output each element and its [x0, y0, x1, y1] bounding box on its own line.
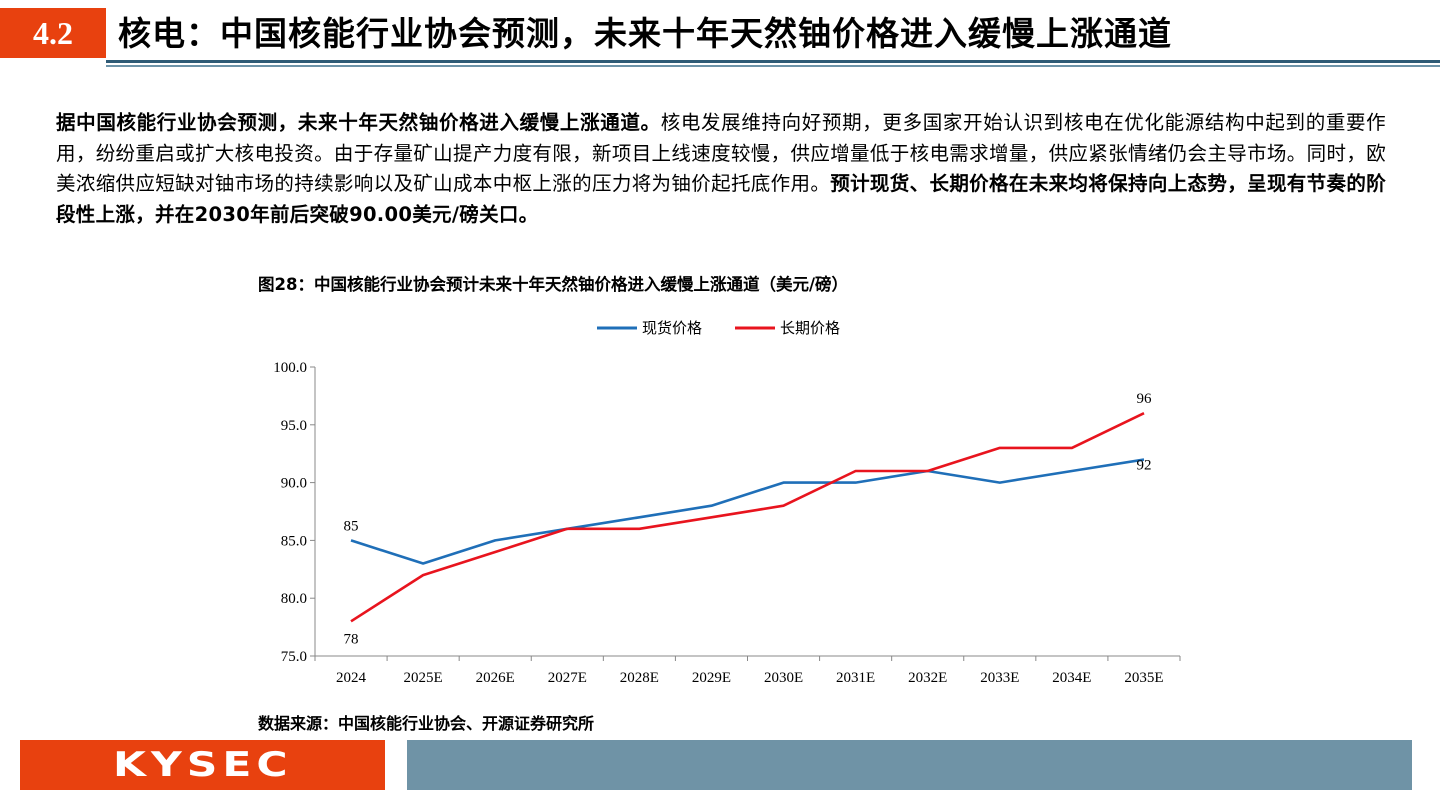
data-source: 数据来源：中国核能行业协会、开源证券研究所: [258, 714, 595, 733]
legend-label: 长期价格: [780, 319, 840, 337]
figure-title: 中国核能行业协会预计未来十年天然铀价格进入缓慢上涨通道（美元/磅）: [313, 275, 848, 294]
y-tick-label: 85.0: [281, 533, 307, 549]
figure-label: 图28：: [258, 275, 314, 294]
uranium-price-chart: 75.0 80.0 85.0 90.0 95.0 100.0 2024 2025E 2026E 2…: [273, 319, 1181, 686]
footer-bar: [407, 740, 1412, 790]
y-tick-label: 100.0: [273, 360, 307, 376]
x-tick-label: 2025E: [404, 670, 443, 686]
data-label: 92: [1136, 457, 1151, 473]
section-number-badge: 4.2: [0, 8, 106, 58]
series-line-long-term: [350, 412, 1145, 623]
x-tick-label: 2033E: [980, 670, 1019, 686]
x-tick-label: 2031E: [836, 670, 875, 686]
y-tick-label: 95.0: [281, 418, 307, 434]
paragraph-lead: 据中国核能行业协会预测，未来十年天然铀价格进入缓慢上涨通道。: [56, 111, 661, 134]
x-tick-label: 2032E: [908, 670, 947, 686]
paragraph-body: 核电发展维持向好预期，更多国家开始认识到核电在优化能源结构中起到的重要作用，纷纷…: [56, 111, 1386, 195]
series-line-spot: [350, 458, 1145, 565]
header-divider-light: [106, 65, 1440, 67]
x-tick-label: 2027E: [548, 670, 587, 686]
body-paragraph: 据中国核能行业协会预测，未来十年天然铀价格进入缓慢上涨通道。核电发展维持向好预期…: [56, 108, 1386, 230]
y-tick-label: 90.0: [281, 476, 307, 492]
y-tick-label: 75.0: [281, 649, 307, 665]
figure-caption: 图28：中国核能行业协会预计未来十年天然铀价格进入缓慢上涨通道（美元/磅）: [258, 271, 848, 295]
data-label: 78: [344, 631, 359, 647]
header-divider: [106, 60, 1440, 63]
x-tick-label: 2035E: [1124, 670, 1163, 686]
data-label: 96: [1136, 391, 1152, 407]
legend-label: 现货价格: [642, 319, 702, 337]
x-tick-label: 2034E: [1052, 670, 1091, 686]
x-tick-label: 2024: [336, 670, 367, 686]
y-tick-label: 80.0: [281, 591, 307, 607]
x-tick-label: 2028E: [620, 670, 659, 686]
x-tick-label: 2026E: [476, 670, 515, 686]
x-tick-label: 2030E: [764, 670, 803, 686]
paragraph-conclusion: 预计现货、长期价格在未来均将保持向上态势，呈现有节奏的阶段性上涨，并在2030年…: [56, 172, 1387, 226]
kysec-logo: KYSEC: [20, 740, 385, 790]
logo-text: KYSEC: [112, 745, 293, 785]
slide-title: 核电：中国核能行业协会预测，未来十年天然铀价格进入缓慢上涨通道: [118, 14, 1172, 53]
data-label: 85: [344, 518, 359, 534]
x-tick-label: 2029E: [692, 670, 731, 686]
slide-header: 4.2 核电：中国核能行业协会预测，未来十年天然铀价格进入缓慢上涨通道: [0, 0, 1440, 67]
